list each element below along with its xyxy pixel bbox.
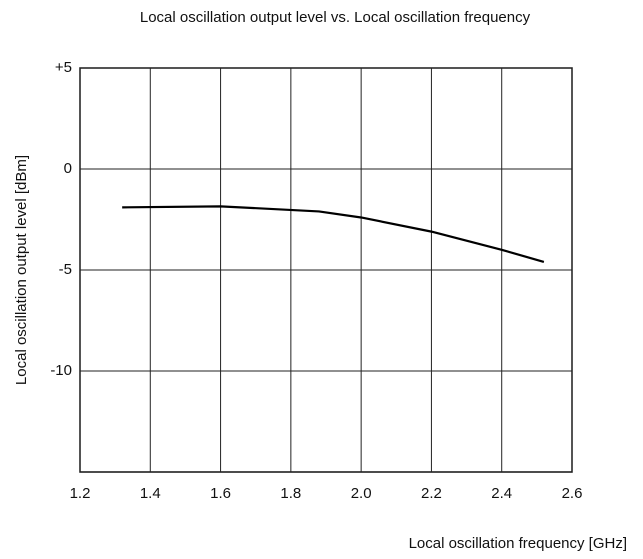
x-tick-label: 2.0 [351, 485, 372, 502]
y-axis-label: Local oscillation output level [dBm] [13, 155, 30, 385]
x-tick-label: 2.4 [491, 485, 512, 502]
x-tick-label: 1.4 [140, 485, 161, 502]
data-line [122, 205, 545, 263]
x-tick-label: 2.6 [562, 485, 583, 502]
y-tick-label: +5 [55, 59, 72, 76]
x-tick-label: 1.2 [70, 485, 91, 502]
y-tick-label: -5 [59, 261, 72, 278]
y-tick-label: 0 [64, 160, 72, 177]
x-tick-label: 1.8 [280, 485, 301, 502]
x-tick-label: 2.2 [421, 485, 442, 502]
x-tick-label: 1.6 [210, 485, 231, 502]
y-tick-label: -10 [50, 362, 72, 379]
chart-title: Local oscillation output level vs. Local… [140, 9, 531, 26]
x-axis-label: Local oscillation frequency [GHz] [409, 535, 627, 552]
